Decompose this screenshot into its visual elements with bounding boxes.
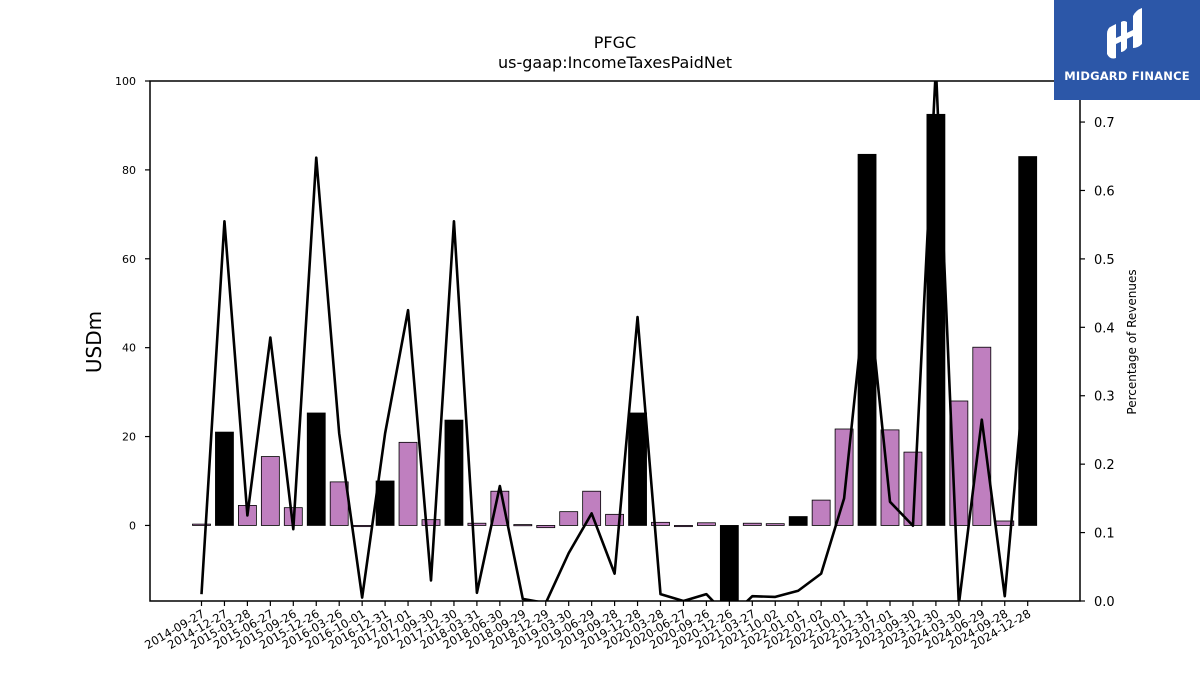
y-tick-label-right: 0.5 bbox=[1094, 253, 1115, 268]
y-tick-label-right: 0.4 bbox=[1094, 321, 1115, 336]
bar-2018-12-29 bbox=[536, 525, 556, 529]
bar-2017-09-30 bbox=[421, 519, 441, 526]
bar-2022-07-02 bbox=[811, 499, 831, 526]
y-tick-label-right: 0.6 bbox=[1094, 184, 1115, 199]
bar-2014-12-27 bbox=[215, 431, 234, 526]
bar-2016-03-26 bbox=[329, 481, 349, 526]
y-tick-label-right: 0.2 bbox=[1094, 458, 1115, 473]
y-tick-label-left: 100 bbox=[115, 75, 136, 88]
bar-2014-09-27 bbox=[192, 523, 211, 526]
y-tick-label-right: 0.1 bbox=[1094, 527, 1115, 542]
midgard-finance-logo: MIDGARD FINANCE bbox=[1054, 0, 1200, 100]
bar-2016-10-01 bbox=[352, 525, 372, 528]
bar-2019-09-28 bbox=[605, 513, 624, 526]
logo-text: MIDGARD FINANCE bbox=[1064, 69, 1190, 83]
bar-2015-12-26 bbox=[306, 412, 326, 526]
bar-2019-03-30 bbox=[559, 511, 579, 526]
line-layer bbox=[200, 81, 1029, 601]
percentage-line bbox=[200, 81, 1029, 601]
bar-2018-09-29 bbox=[513, 524, 533, 527]
y-tick-label-right: 0.3 bbox=[1094, 390, 1115, 405]
bar-2019-06-29 bbox=[582, 490, 602, 526]
bar-2017-12-30 bbox=[444, 419, 464, 526]
bar-2023-12-30 bbox=[926, 113, 946, 526]
bar-2020-06-27 bbox=[674, 525, 693, 528]
bar-2021-03-27 bbox=[742, 522, 762, 526]
y-tick-label-right: 0.0 bbox=[1094, 595, 1115, 610]
midgard-logo-icon bbox=[1107, 8, 1142, 59]
y-axis-label-left: USDm bbox=[82, 311, 106, 373]
bars-layer bbox=[192, 113, 1038, 602]
axes-layer: 0204060801000.00.10.20.30.40.50.60.72014… bbox=[115, 75, 1115, 652]
y-tick-label-left: 40 bbox=[122, 342, 136, 355]
y-tick-label-left: 60 bbox=[122, 253, 136, 266]
bar-2019-12-28 bbox=[628, 412, 647, 526]
bar-2024-06-29 bbox=[972, 346, 992, 526]
bar-2020-09-26 bbox=[697, 522, 716, 526]
bar-2022-12-31 bbox=[857, 153, 877, 526]
y-tick-label-left: 0 bbox=[129, 519, 136, 532]
bar-2022-01-01 bbox=[788, 516, 808, 526]
y-tick-label-left: 20 bbox=[122, 431, 136, 444]
y-tick-label-right: 0.7 bbox=[1094, 116, 1115, 131]
bar-2018-03-31 bbox=[467, 522, 487, 526]
bar-2020-12-26 bbox=[719, 525, 739, 602]
bar-2017-07-01 bbox=[398, 441, 418, 526]
y-axis-label-right: Percentage of Revenues bbox=[1125, 269, 1139, 414]
bar-2021-10-02 bbox=[765, 523, 785, 526]
chart-subtitle: us-gaap:IncomeTaxesPaidNet bbox=[498, 53, 732, 72]
y-tick-label-left: 80 bbox=[122, 164, 136, 177]
bar-2015-06-27 bbox=[260, 456, 280, 526]
bar-2020-03-28 bbox=[651, 521, 670, 526]
chart-title: PFGC bbox=[594, 33, 636, 52]
